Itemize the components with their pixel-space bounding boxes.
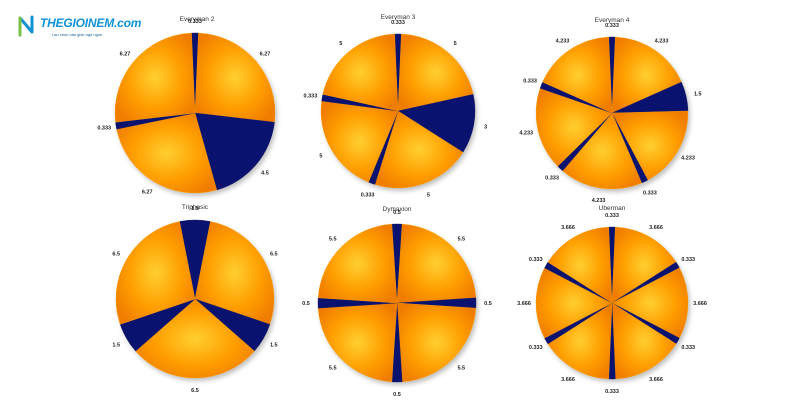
site-logo: THEGIOINEM.com Lan chọn câu giấc ngủ ngo… <box>18 14 158 44</box>
pie-slice-awake <box>611 302 677 380</box>
pie-slice-label: 1.5 <box>270 343 278 349</box>
pie-slice-label: 0.5 <box>393 210 401 216</box>
pie-slice-label: 3.666 <box>561 225 575 231</box>
pie-slice-label: 1.5 <box>694 92 702 98</box>
pie-slice-awake <box>322 33 399 112</box>
pie-slice-label: 0.333 <box>529 345 543 351</box>
pie-title: Triphasic <box>182 204 209 211</box>
pie-slice-awake <box>547 226 613 304</box>
pie-slice-label: 5.5 <box>457 365 465 371</box>
pie-slice-label: 5 <box>427 193 430 199</box>
pie-slice-awake <box>535 87 613 167</box>
pie-slice-label: 1.5 <box>112 343 120 349</box>
pie-slice-label: 6.5 <box>191 388 199 394</box>
pie-slice-awake <box>611 36 682 114</box>
pie-slice-label: 0.333 <box>605 23 619 29</box>
pie-slice-label: 0.333 <box>681 345 695 351</box>
pie-slice-label: 3.666 <box>561 377 575 383</box>
pie-slice-awake <box>317 302 398 383</box>
pie-slice-label: 4.5 <box>261 171 269 177</box>
pie-slice-label: 6.27 <box>260 51 271 57</box>
pie-slice-label: 0.333 <box>523 79 537 85</box>
pie-slice-label: 5.5 <box>329 237 337 243</box>
pie-slice-awake <box>114 32 196 123</box>
pie-slice-awake <box>320 100 399 183</box>
pie-slice-label: 6.27 <box>142 190 153 196</box>
pie-slice-awake <box>115 221 196 325</box>
pie-title: Dymaxion <box>383 206 412 213</box>
pie-slice-label: 0.333 <box>605 213 619 219</box>
pie-slice-label: 5 <box>454 41 457 47</box>
pie-slice-label: 0.333 <box>545 175 559 181</box>
logo-tagline: Lan chọn câu giấc ngủ ngon <box>52 32 103 37</box>
pie-chart-2: Everyman 40.3334.2331.54.2330.3334.2330.… <box>519 17 701 204</box>
pie-slice-label: 5.5 <box>329 365 337 371</box>
pie-slice-label: 6.27 <box>120 51 131 57</box>
pie-slice-label: 4.233 <box>655 38 669 44</box>
pie-slice-awake <box>135 298 255 379</box>
pie-slice-label: 0.333 <box>304 94 318 100</box>
pie-slice-label: 3.666 <box>693 301 707 307</box>
pie-slice-label: 6.5 <box>270 252 278 258</box>
pie-slice-awake <box>374 110 464 189</box>
pie-slice-label: 0.5 <box>393 392 401 398</box>
pie-slice-label: 6.5 <box>112 252 120 258</box>
pie-slice-awake <box>547 302 613 380</box>
pie-slice-label: 5 <box>339 41 342 47</box>
pie-slice-label: 0.333 <box>681 257 695 263</box>
pie-slice-label: 4.233 <box>519 130 533 136</box>
pie-slice-label: 3 <box>484 125 487 131</box>
pie-slice-label: 5 <box>319 154 322 160</box>
pie-title: Everyman 3 <box>381 14 416 21</box>
pie-slice-label: 1.5 <box>191 206 199 212</box>
pie-slice-awake <box>611 267 689 339</box>
pie-slice-label: 4.233 <box>681 155 695 161</box>
pie-slice-label: 4.233 <box>556 38 570 44</box>
logo-mark-icon <box>18 15 34 37</box>
pie-title: Uberman <box>599 205 626 212</box>
pie-slice-label: 3.666 <box>649 225 663 231</box>
pie-slice-awake <box>317 223 398 304</box>
pie-slice-awake <box>194 32 276 123</box>
pie-slice-awake <box>542 36 613 114</box>
pie-slice-awake <box>611 226 677 304</box>
pie-slice-sleep <box>194 112 275 191</box>
pie-title: Everyman 2 <box>180 16 215 23</box>
pie-slice-sleep <box>397 94 476 153</box>
pie-slice-awake <box>396 223 477 304</box>
pie-slice-label: 0.333 <box>391 20 405 26</box>
pie-slice-label: 0.333 <box>529 257 543 263</box>
pie-slice-awake <box>611 110 689 181</box>
pie-slice-label: 0.5 <box>302 301 310 307</box>
pie-chart-5: Uberman0.3333.6660.3333.6660.3333.6660.3… <box>517 205 707 395</box>
pie-slice-label: 0.333 <box>188 19 202 25</box>
pie-slice-awake <box>194 221 275 325</box>
pie-title: Everyman 4 <box>595 17 630 24</box>
pie-slice-label: 0.333 <box>643 190 657 196</box>
pie-slice-label: 3.666 <box>649 377 663 383</box>
pie-slice-label: 3.666 <box>517 301 531 307</box>
pie-slice-label: 0.333 <box>361 193 375 199</box>
pie-slice-label: 0.5 <box>484 301 492 307</box>
pie-slice-awake <box>397 33 474 112</box>
pie-slice-label: 4.233 <box>592 198 606 204</box>
pie-slice-awake <box>562 112 642 190</box>
pie-slice-label: 0.333 <box>97 126 111 132</box>
pie-slice-label: 5.5 <box>457 237 465 243</box>
pie-slice-label: 0.333 <box>605 389 619 395</box>
pie-slice-awake <box>396 302 477 383</box>
pie-slice-awake <box>535 267 613 339</box>
pie-slice-awake <box>116 112 218 194</box>
logo-brand-text: THEGIOINEM.com <box>40 16 142 30</box>
